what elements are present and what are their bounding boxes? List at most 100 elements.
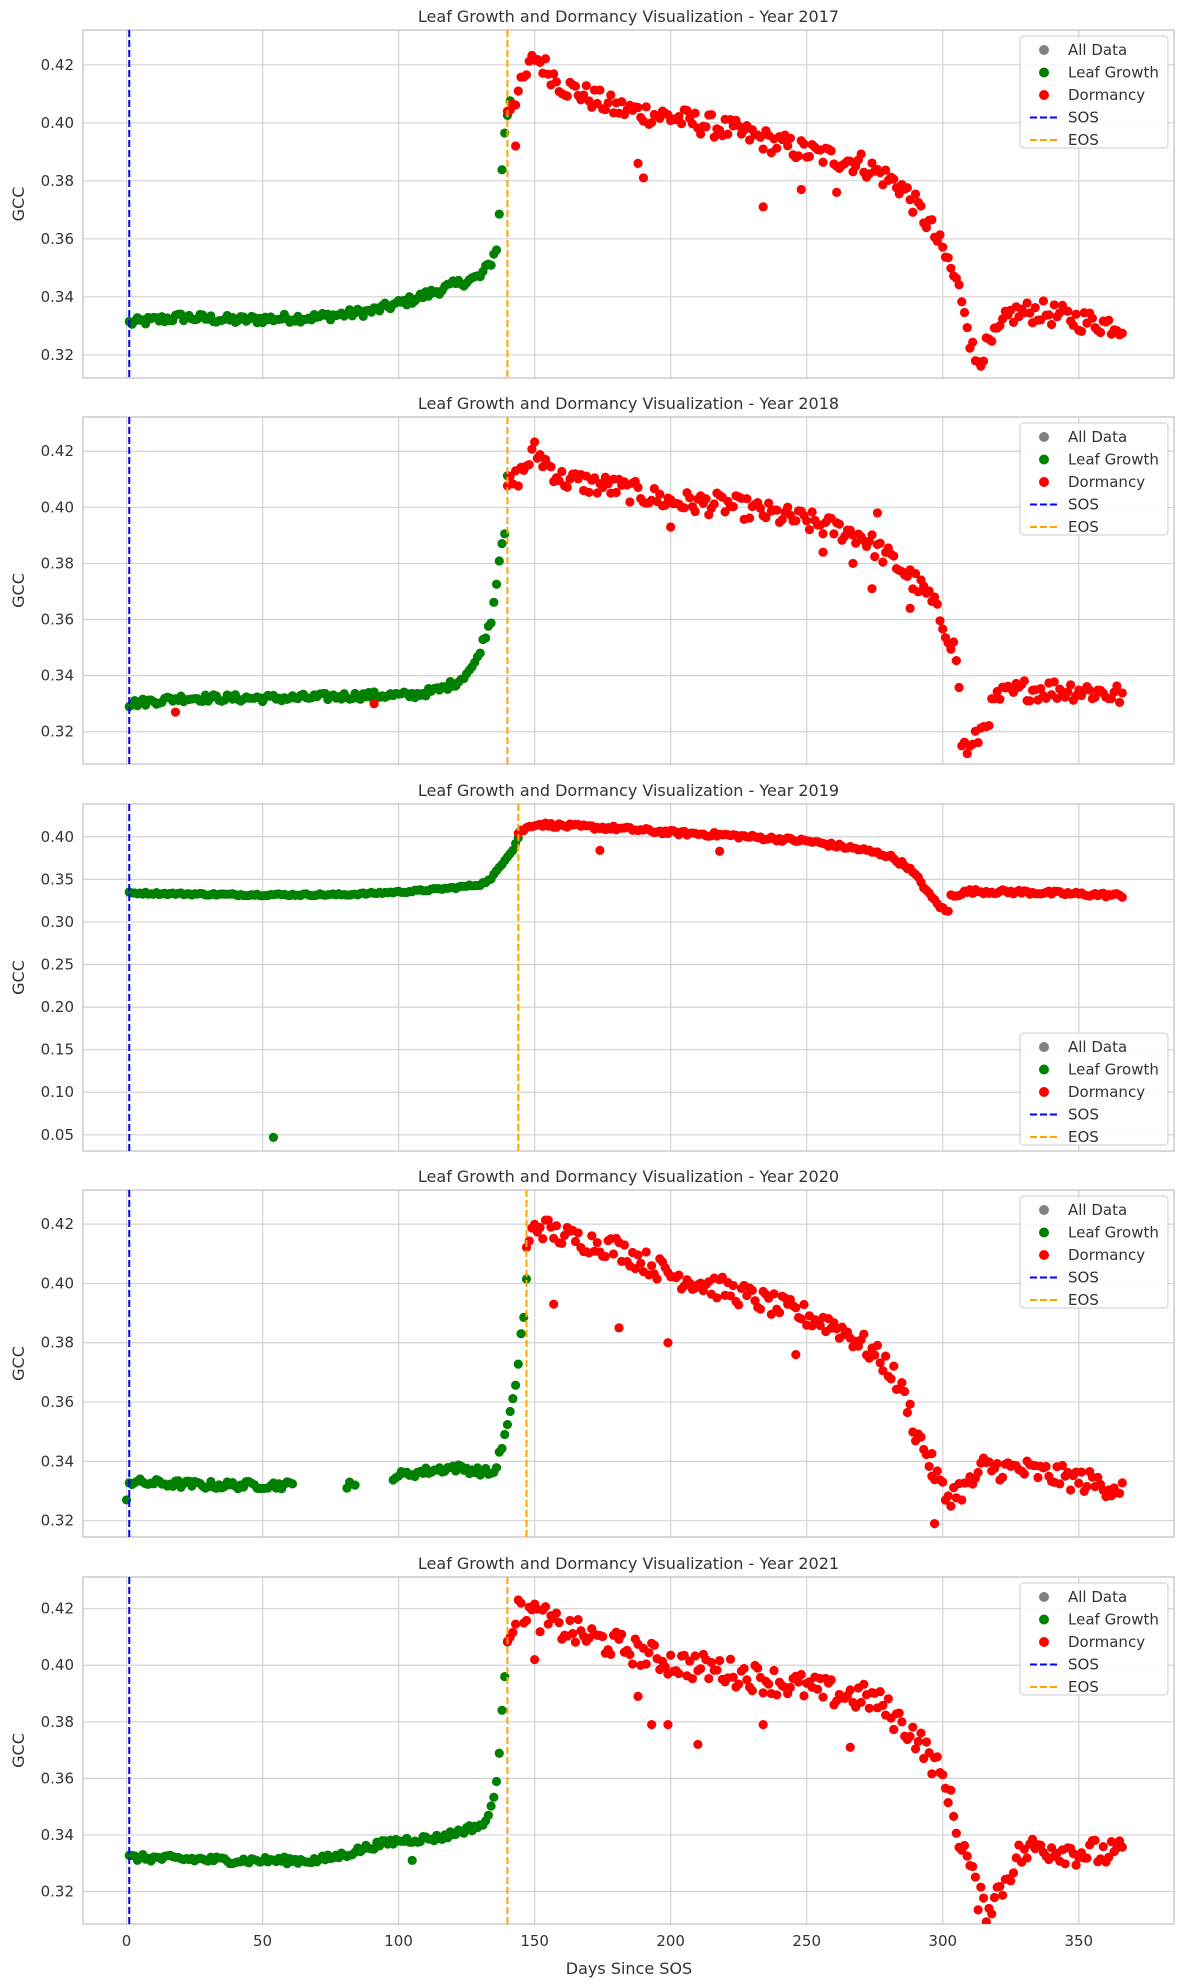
dormancy-point xyxy=(818,1692,827,1701)
data-layer xyxy=(125,417,1127,764)
leaf-growth-point xyxy=(487,1801,496,1810)
dormancy-point xyxy=(535,1223,544,1232)
dormancy-point xyxy=(1096,328,1105,337)
dormancy-point xyxy=(642,102,651,111)
y-tick-label: 0.36 xyxy=(41,1393,74,1411)
dormancy-point xyxy=(563,483,572,492)
leaf-growth-point xyxy=(489,1793,498,1802)
x-axis-label: Days Since SOS xyxy=(566,1959,692,1978)
y-tick-label: 0.36 xyxy=(41,1769,74,1787)
dormancy-point xyxy=(552,1609,561,1618)
dormancy-point xyxy=(734,1679,743,1688)
legend-eos: EOS xyxy=(1068,131,1099,149)
dormancy-point xyxy=(1022,1853,1031,1862)
leaf-growth-point xyxy=(487,618,496,627)
legend-all-data-swatch xyxy=(1039,1592,1049,1602)
leaf-growth-point xyxy=(492,580,501,589)
dormancy-point xyxy=(759,144,768,153)
dormancy-point xyxy=(1025,696,1034,705)
dormancy-point xyxy=(897,1717,906,1726)
dormancy-point xyxy=(620,1240,629,1249)
legend-all-data: All Data xyxy=(1068,1588,1127,1606)
dormancy-point xyxy=(549,69,558,78)
y-tick-label: 0.32 xyxy=(41,1882,74,1900)
y-tick-label: 0.38 xyxy=(41,554,74,572)
dormancy-point xyxy=(829,529,838,538)
dormancy-point xyxy=(696,1664,705,1673)
dormancy-point xyxy=(571,1638,580,1647)
dormancy-point xyxy=(1009,1868,1018,1877)
chart-title: Leaf Growth and Dormancy Visualization -… xyxy=(418,7,839,26)
dormancy-point xyxy=(976,1883,985,1892)
dormancy-point xyxy=(666,1651,675,1660)
dormancy-point xyxy=(688,1674,697,1683)
dormancy-point xyxy=(772,506,781,515)
dormancy-point xyxy=(552,1221,561,1230)
dormancy-point xyxy=(957,1495,966,1504)
dormancy-point xyxy=(601,1252,610,1261)
dormancy-point xyxy=(1118,893,1127,902)
dormancy-point xyxy=(557,1239,566,1248)
y-tick-label: 0.38 xyxy=(41,1713,74,1731)
legend-leaf-growth-swatch xyxy=(1039,1615,1049,1625)
dormancy-point xyxy=(1104,316,1113,325)
dormancy-point xyxy=(674,1270,683,1279)
dormancy-point xyxy=(764,1680,773,1689)
dormancy-point xyxy=(952,656,961,665)
dormancy-point xyxy=(1055,1479,1064,1488)
dormancy-point xyxy=(960,1841,969,1850)
dormancy-point xyxy=(759,1688,768,1697)
dormancy-point xyxy=(957,297,966,306)
dormancy-point xyxy=(593,1238,602,1247)
dormancy-point xyxy=(995,695,1004,704)
dormancy-point xyxy=(938,1770,947,1779)
y-tick-label: 0.42 xyxy=(41,1600,74,1618)
legend-leaf-growth: Leaf Growth xyxy=(1068,451,1159,469)
dormancy-point xyxy=(818,548,827,557)
dormancy-point xyxy=(511,100,520,109)
legend-all-data: All Data xyxy=(1068,428,1127,446)
dormancy-point xyxy=(935,230,944,239)
y-tick-label: 0.42 xyxy=(41,442,74,460)
legend-all-data: All Data xyxy=(1068,1038,1127,1056)
leaf-growth-point xyxy=(508,1394,517,1403)
dormancy-point xyxy=(984,721,993,730)
dormancy-point xyxy=(889,1361,898,1370)
dormancy-point xyxy=(791,1350,800,1359)
legend-dormancy-swatch xyxy=(1039,1087,1049,1097)
dormancy-point xyxy=(876,1687,885,1696)
dormancy-point xyxy=(712,1293,721,1302)
leaf-growth-point xyxy=(269,1133,278,1142)
dormancy-point xyxy=(677,119,686,128)
legend-leaf-growth-swatch xyxy=(1039,455,1049,465)
legend-eos: EOS xyxy=(1068,1291,1099,1309)
x-tick-label: 200 xyxy=(656,1932,685,1950)
y-axis-label: GCC xyxy=(9,960,28,995)
subplot-5: Leaf Growth and Dormancy Visualization -… xyxy=(9,1554,1174,1950)
legend-all-data: All Data xyxy=(1068,1201,1127,1219)
dormancy-point xyxy=(982,1917,991,1926)
dormancy-point xyxy=(797,185,806,194)
dormancy-point xyxy=(846,1685,855,1694)
dormancy-point xyxy=(979,1893,988,1902)
dormancy-point xyxy=(908,208,917,217)
dormancy-point xyxy=(1099,1842,1108,1851)
leaf-growth-point xyxy=(506,1407,515,1416)
dormancy-point xyxy=(609,1249,618,1258)
legend-leaf-growth: Leaf Growth xyxy=(1068,1061,1159,1079)
x-tick-label: 150 xyxy=(520,1932,549,1950)
dormancy-point xyxy=(1031,303,1040,312)
dormancy-point xyxy=(783,503,792,512)
dormancy-point xyxy=(535,1627,544,1636)
dormancy-point xyxy=(715,1656,724,1665)
dormancy-point xyxy=(753,1663,762,1672)
dormancy-point xyxy=(974,1468,983,1477)
dormancy-point xyxy=(971,1872,980,1881)
dormancy-point xyxy=(655,490,664,499)
dormancy-point xyxy=(685,493,694,502)
dormancy-point xyxy=(835,520,844,529)
dormancy-point xyxy=(916,1728,925,1737)
dormancy-point xyxy=(756,1304,765,1313)
dormancy-point xyxy=(674,1669,683,1678)
chart-title: Leaf Growth and Dormancy Visualization -… xyxy=(418,1554,839,1573)
